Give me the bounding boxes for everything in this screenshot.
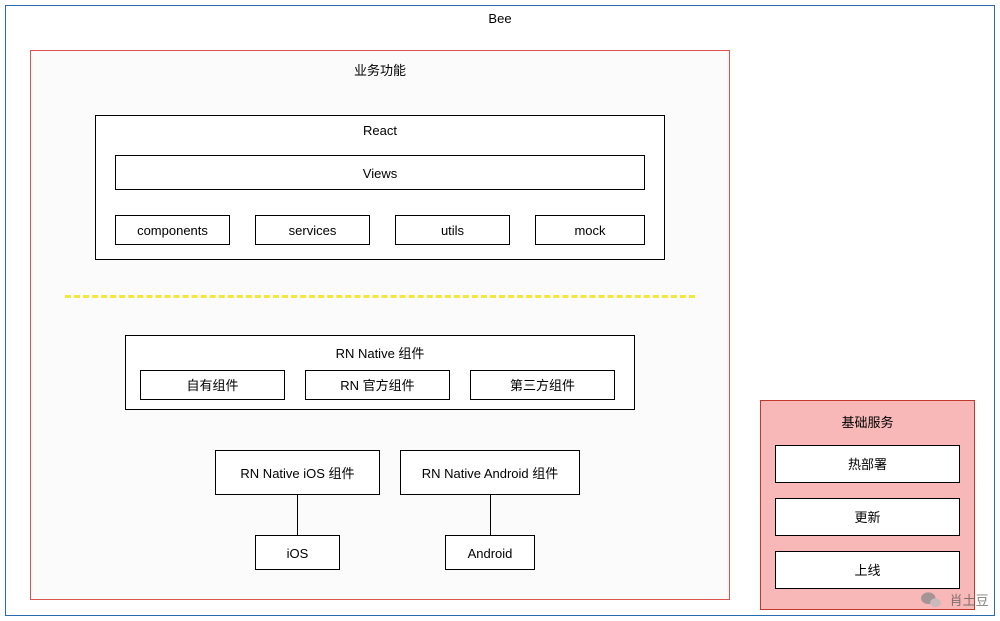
react-row-0-label: components [137, 223, 208, 238]
android-comp-box: RN Native Android 组件 [400, 450, 580, 495]
outer-title: Bee [5, 11, 995, 26]
ios-comp-label: RN Native iOS 组件 [240, 466, 354, 481]
react-row-0: components [115, 215, 230, 245]
react-row-1: services [255, 215, 370, 245]
connector-0 [297, 495, 298, 535]
watermark-text: 肖土豆 [950, 593, 989, 608]
svc-item-2: 上线 [775, 551, 960, 589]
rn-row-0-label: 自有组件 [186, 378, 238, 393]
yellow-divider [65, 295, 695, 298]
rn-row-2-label: 第三方组件 [510, 378, 575, 393]
react-title: React [95, 123, 665, 138]
svc-item-1: 更新 [775, 498, 960, 536]
svc-item-0: 热部署 [775, 445, 960, 483]
watermark: 肖土豆 [920, 590, 989, 612]
rn-row-1-label: RN 官方组件 [340, 378, 414, 393]
ios-comp-box: RN Native iOS 组件 [215, 450, 380, 495]
services-title: 基础服务 [760, 412, 975, 431]
android-comp-label: RN Native Android 组件 [422, 466, 559, 481]
ios-label: iOS [287, 546, 309, 561]
svc-item-0-label: 热部署 [848, 457, 887, 472]
rn-row-2: 第三方组件 [470, 370, 615, 400]
rn-native-title: RN Native 组件 [125, 343, 635, 362]
react-row-3-label: mock [574, 223, 605, 238]
biz-title: 业务功能 [30, 60, 730, 79]
rn-row-1: RN 官方组件 [305, 370, 450, 400]
views-label: Views [363, 166, 397, 181]
views-box: Views [115, 155, 645, 190]
ios-box: iOS [255, 535, 340, 570]
android-box: Android [445, 535, 535, 570]
react-row-3: mock [535, 215, 645, 245]
react-row-2-label: utils [441, 223, 464, 238]
wechat-icon [920, 591, 942, 612]
svc-item-2-label: 上线 [854, 563, 880, 578]
react-row-1-label: services [289, 223, 337, 238]
react-row-2: utils [395, 215, 510, 245]
connector-1 [490, 495, 491, 535]
rn-row-0: 自有组件 [140, 370, 285, 400]
android-label: Android [468, 546, 513, 561]
svc-item-1-label: 更新 [854, 510, 880, 525]
